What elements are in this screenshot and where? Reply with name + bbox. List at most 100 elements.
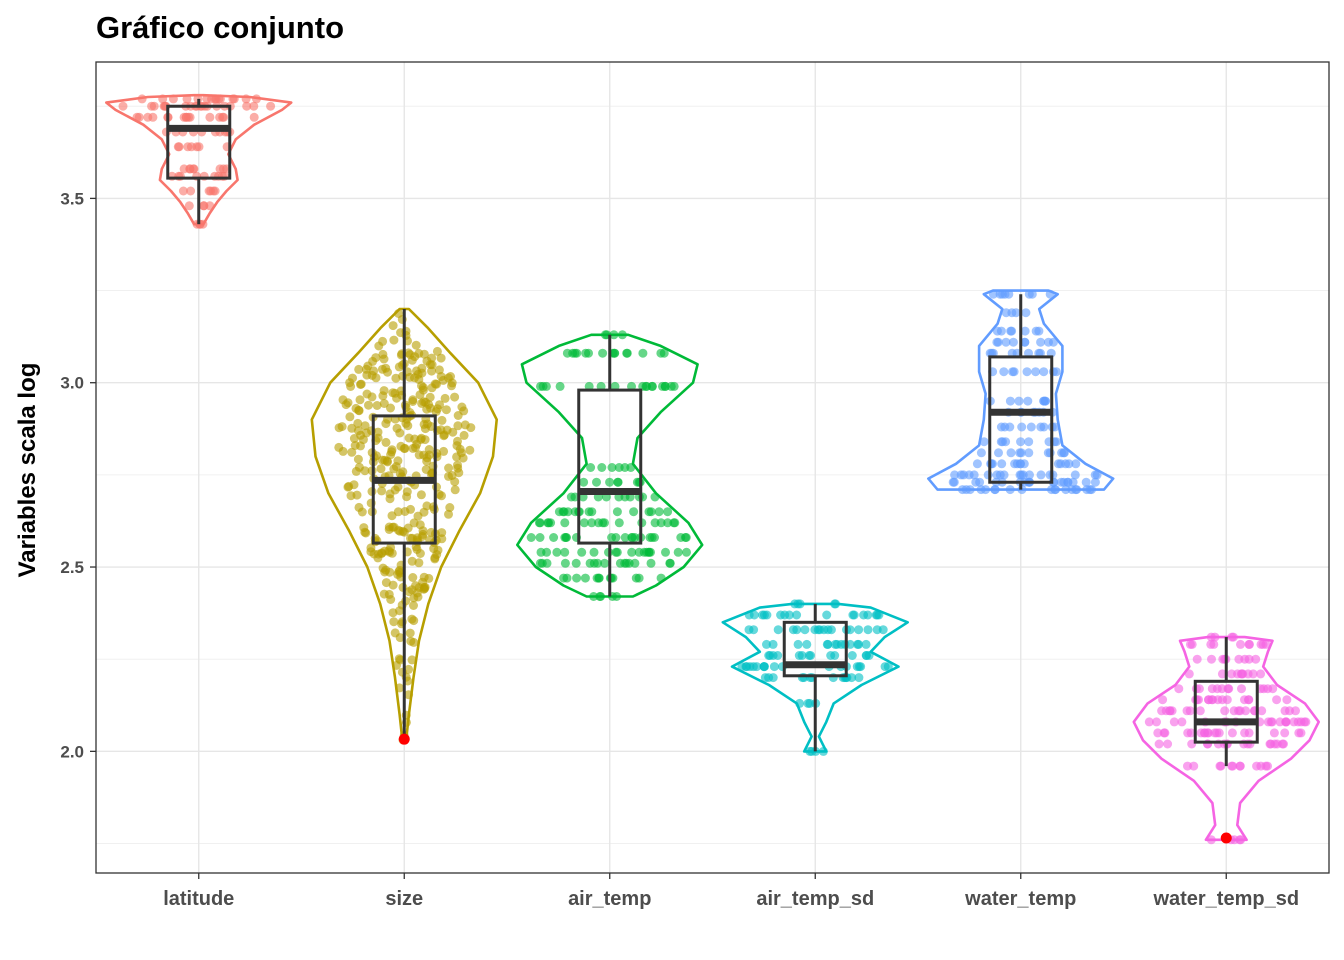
point-water_temp_sd — [1157, 706, 1167, 716]
point-size — [402, 487, 412, 497]
point-water_temp_sd — [1281, 717, 1291, 727]
point-water_temp_sd — [1282, 695, 1292, 705]
point-air_temp — [579, 477, 589, 487]
point-size — [444, 463, 454, 473]
point-size — [406, 533, 415, 543]
point-air_temp — [560, 533, 570, 542]
point-air_temp — [638, 348, 648, 358]
point-water_temp — [1056, 477, 1066, 487]
point-size — [411, 340, 421, 350]
point-size — [393, 482, 403, 492]
point-air_temp_sd — [764, 651, 774, 660]
point-water_temp — [996, 326, 1006, 336]
point-air_temp — [673, 547, 683, 557]
point-air_temp_sd — [784, 610, 794, 620]
point-water_temp — [1026, 422, 1036, 432]
grid-minor — [96, 105, 1329, 845]
point-size — [381, 437, 391, 447]
point-water_temp — [1064, 459, 1074, 469]
point-water_temp_sd — [1189, 761, 1199, 771]
point-air_temp — [572, 573, 582, 583]
point-air_temp — [634, 547, 644, 557]
point-water_temp — [1045, 289, 1055, 299]
point-water_temp_sd — [1272, 695, 1282, 705]
point-latitude — [137, 94, 147, 104]
point-water_temp_sd — [1236, 835, 1246, 845]
point-water_temp — [1024, 448, 1034, 458]
point-air_temp — [535, 533, 545, 542]
point-size — [344, 481, 354, 491]
point-air_temp — [594, 518, 603, 528]
point-air_temp — [612, 592, 622, 601]
point-air_temp — [646, 507, 656, 517]
point-water_temp_sd — [1207, 654, 1216, 664]
point-water_temp_sd — [1212, 684, 1222, 694]
point-water_temp_sd — [1158, 695, 1168, 705]
point-size — [409, 637, 419, 647]
y-tick-label: 2.0 — [60, 742, 84, 761]
point-latitude — [198, 219, 208, 229]
point-water_temp — [1016, 470, 1026, 480]
point-water_temp — [1006, 448, 1016, 458]
point-air_temp — [542, 558, 552, 568]
point-size — [405, 628, 415, 638]
point-size — [413, 511, 423, 521]
point-size — [427, 360, 437, 370]
x-tick-label: water_temp_sd — [1152, 888, 1299, 910]
point-air_temp — [629, 507, 639, 517]
point-water_temp — [994, 448, 1003, 458]
point-size — [395, 565, 405, 575]
point-size — [388, 580, 398, 590]
y-tick-label: 3.5 — [60, 189, 84, 208]
point-air_temp_sd — [805, 698, 815, 708]
point-air_temp — [589, 592, 599, 601]
point-water_temp_sd — [1257, 706, 1267, 716]
panel-border — [95, 61, 1330, 874]
point-size — [392, 423, 402, 433]
point-air_temp — [621, 558, 631, 568]
point-air_temp — [587, 518, 597, 528]
point-air_temp_sd — [794, 651, 804, 660]
point-size — [436, 353, 446, 363]
point-size — [415, 549, 425, 558]
point-latitude — [147, 101, 157, 111]
point-water_temp_sd — [1199, 728, 1209, 738]
point-size — [341, 400, 351, 410]
point-size — [362, 389, 372, 399]
point-air_temp_sd — [742, 662, 752, 672]
violins — [105, 93, 1320, 842]
point-size — [440, 393, 450, 403]
point-size — [450, 392, 460, 402]
point-size — [444, 509, 453, 519]
point-size — [353, 426, 363, 436]
box-air_temp_sd — [782, 620, 848, 678]
point-size — [368, 356, 378, 366]
point-size — [386, 403, 395, 413]
point-air_temp — [645, 533, 655, 542]
point-latitude — [189, 164, 199, 174]
box-water_temp — [988, 355, 1054, 484]
point-size — [437, 415, 447, 425]
point-air_temp — [663, 507, 673, 517]
point-air_temp — [660, 381, 670, 391]
point-size — [356, 380, 365, 389]
point-water_temp_sd — [1182, 706, 1192, 716]
point-air_temp — [656, 573, 666, 583]
point-air_temp — [589, 547, 599, 557]
point-air_temp — [535, 558, 545, 568]
point-water_temp — [976, 485, 986, 495]
point-water_temp_sd — [1240, 695, 1249, 705]
point-size — [410, 352, 420, 362]
point-air_temp — [560, 518, 570, 528]
point-latitude — [214, 94, 224, 104]
point-air_temp — [613, 477, 623, 487]
point-water_temp_sd — [1192, 654, 1202, 664]
point-water_temp — [1017, 422, 1027, 432]
point-air_temp — [558, 507, 568, 517]
point-water_temp_sd — [1177, 717, 1187, 727]
point-air_temp — [609, 330, 619, 340]
point-size — [407, 655, 417, 665]
point-water_temp_sd — [1227, 728, 1237, 738]
point-air_temp — [577, 547, 587, 557]
